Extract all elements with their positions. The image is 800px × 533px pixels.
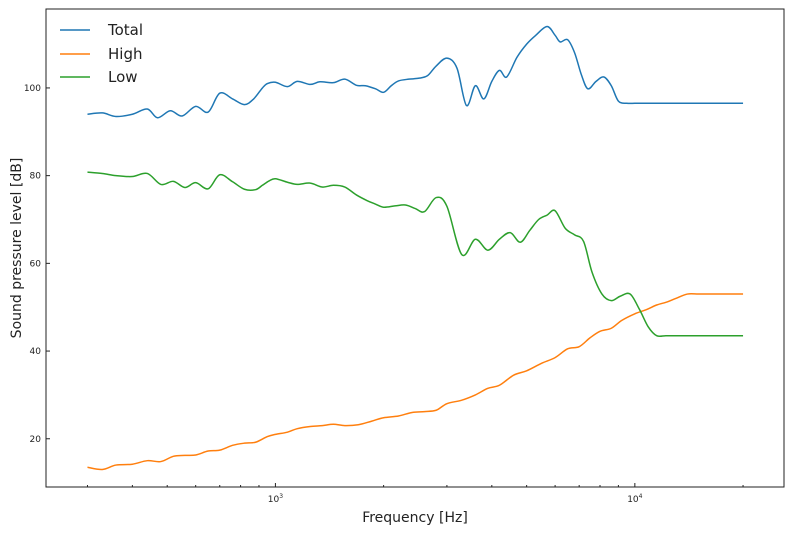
plot-lines — [87, 25, 744, 471]
y-tick-label: 100 — [24, 84, 41, 94]
x-tick-label: 104 — [627, 493, 642, 505]
series-line-total — [87, 25, 744, 119]
x-axis-ticks: 103 104 — [86, 483, 744, 505]
legend-label-low: Low — [108, 68, 138, 86]
x-axis-label: Frequency [Hz] — [362, 510, 468, 526]
x-tick-label: 103 — [268, 493, 283, 505]
plot-frame — [45, 8, 785, 488]
series-line-low — [87, 171, 744, 338]
legend: Total High Low — [60, 21, 143, 86]
y-tick-label: 60 — [30, 259, 42, 269]
legend-label-high: High — [108, 45, 142, 63]
y-tick-label: 80 — [30, 172, 42, 182]
legend-label-total: Total — [107, 21, 143, 39]
y-tick-label: 40 — [30, 347, 42, 357]
y-tick-label: 20 — [30, 435, 42, 445]
y-axis-ticks: 20 40 60 80 100 — [24, 84, 50, 445]
y-axis-label: Sound pressure level [dB] — [9, 158, 25, 339]
series-line-high — [87, 292, 744, 471]
